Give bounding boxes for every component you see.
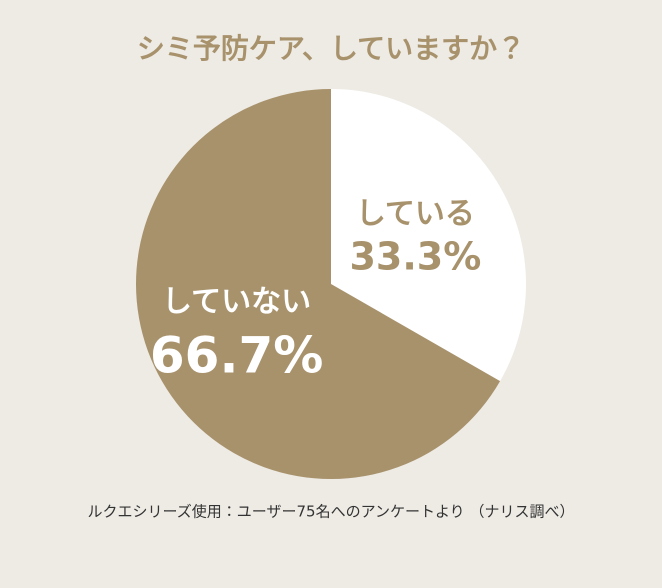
chart-title: シミ予防ケア、していますか？ (137, 32, 525, 65)
pie-slice (331, 89, 526, 382)
note: ルクエシリーズ使用：ユーザー75名へのアンケートより （ナリス調べ） (88, 503, 575, 521)
value-label: 33.3% (349, 235, 481, 279)
slice-label: している (356, 197, 475, 232)
value-label: 66.7% (150, 326, 323, 384)
slice-label: していない (162, 284, 311, 319)
pie-slice (136, 89, 501, 479)
